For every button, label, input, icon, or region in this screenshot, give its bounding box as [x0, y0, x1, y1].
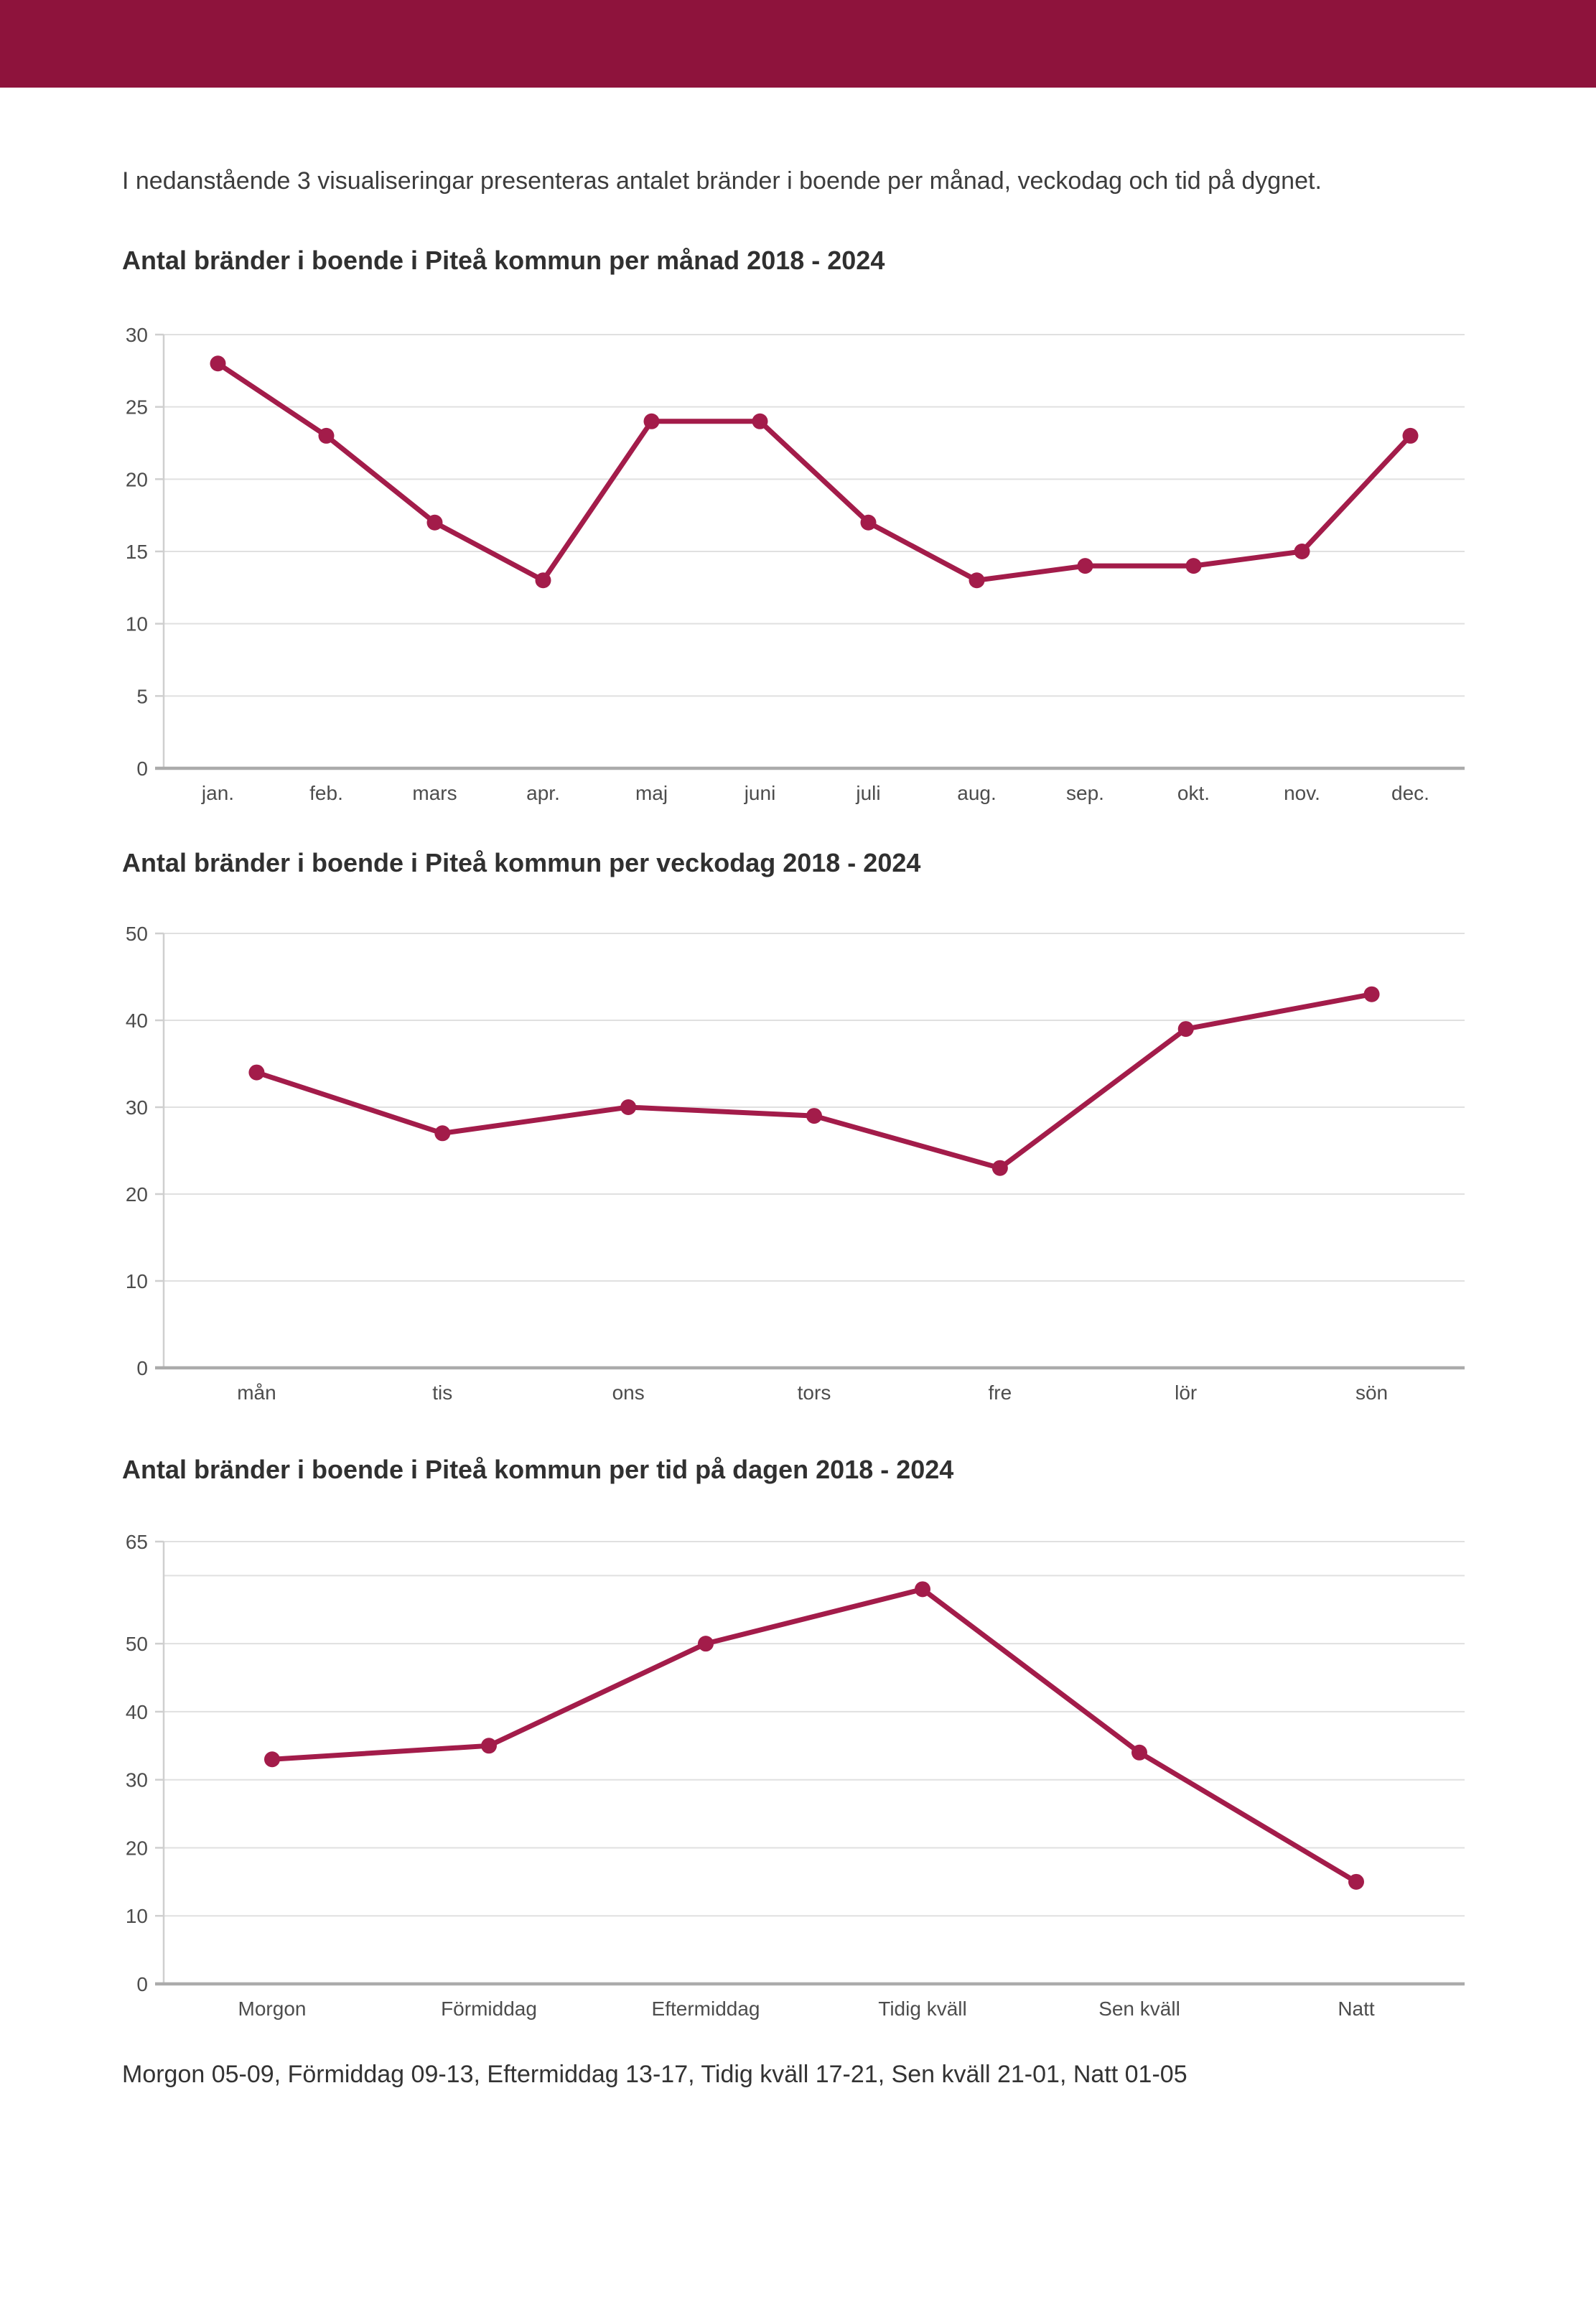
data-point: [643, 413, 660, 429]
x-category-label: sep.: [1066, 782, 1104, 804]
data-point: [434, 1125, 451, 1142]
line-chart-per-tid-pa-dagen: 0 10 20 30 40 50 65 Morgon Förmiddag Eftermiddag T…: [108, 1517, 1479, 2034]
y-tick-label: 0: [136, 758, 148, 780]
x-category-label: ons: [612, 1381, 645, 1404]
data-point: [915, 1581, 930, 1598]
y-tick-label: 10: [126, 1270, 148, 1292]
intro-text: I nedanstående 3 visualiseringar present…: [122, 167, 1322, 195]
data-point: [1402, 427, 1419, 444]
x-category-label: lör: [1175, 1381, 1197, 1404]
y-tick-label: 20: [126, 1837, 148, 1859]
x-category-label: tis: [432, 1381, 452, 1404]
data-point: [1177, 1021, 1194, 1038]
data-point: [1363, 986, 1380, 1002]
x-category-label: juni: [744, 782, 776, 804]
data-point: [620, 1099, 637, 1115]
chart-title-per-veckodag: Antal bränder i boende i Piteå kommun pe…: [122, 848, 921, 877]
data-point: [426, 514, 443, 531]
x-category-label: Eftermiddag: [652, 1998, 760, 2020]
chart-title-per-tid-pa-dagen: Antal bränder i boende i Piteå kommun pe…: [122, 1455, 954, 1484]
y-tick-label: 0: [136, 1357, 148, 1379]
data-point: [969, 572, 985, 589]
chart-canvas: 0 10 20 30 40 50 65 Morgon Förmiddag Eftermiddag T…: [126, 1531, 1465, 2020]
data-point: [318, 427, 335, 444]
chart-canvas: 0 10 20 30 40 50 mån tis ons tors fre lör sön: [126, 923, 1465, 1404]
y-tick-label: 40: [126, 1010, 148, 1032]
x-category-label: Tidig kväll: [878, 1998, 966, 2020]
y-tick-label: 65: [126, 1531, 148, 1553]
x-category-label: dec.: [1391, 782, 1429, 804]
x-category-label: okt.: [1177, 782, 1210, 804]
x-category-label: mån: [237, 1381, 276, 1404]
y-tick-label: 30: [126, 1769, 148, 1791]
x-category-label: feb.: [309, 782, 343, 804]
x-category-label: sön: [1355, 1381, 1388, 1404]
data-point: [1294, 544, 1310, 559]
x-category-label: jan.: [201, 782, 234, 804]
data-point: [860, 514, 877, 531]
data-point: [698, 1636, 714, 1652]
x-category-label: maj: [635, 782, 668, 804]
data-point: [991, 1160, 1008, 1176]
x-category-label: mars: [412, 782, 457, 804]
x-category-label: aug.: [957, 782, 997, 804]
y-tick-label: 20: [126, 468, 148, 490]
y-tick-label: 30: [126, 324, 148, 346]
data-point: [1077, 558, 1093, 574]
y-tick-label: 5: [136, 685, 148, 707]
chart-canvas: 0 5 10 15 20 25 30 jan. feb. mars apr. maj juni juli a…: [126, 324, 1465, 804]
y-tick-label: 50: [126, 1633, 148, 1655]
x-category-label: juli: [855, 782, 880, 804]
y-tick-label: 50: [126, 923, 148, 945]
x-category-label: fre: [989, 1381, 1012, 1404]
data-line: [269, 1586, 1359, 1885]
x-category-label: Natt: [1338, 1998, 1375, 2020]
x-category-label: Sen kväll: [1098, 1998, 1180, 2020]
data-point: [806, 1108, 822, 1124]
data-point: [1131, 1744, 1147, 1761]
y-tick-label: 15: [126, 541, 148, 563]
data-point: [1348, 1873, 1364, 1890]
y-tick-label: 10: [126, 1905, 148, 1927]
header-brand-bar: [0, 0, 1596, 88]
data-point: [248, 1064, 265, 1081]
data-line: [215, 360, 1413, 583]
x-category-label: Förmiddag: [441, 1998, 537, 2020]
x-category-label: Morgon: [238, 1998, 307, 2020]
y-tick-label: 30: [126, 1096, 148, 1119]
x-category-label: nov.: [1284, 782, 1320, 804]
line-chart-per-manad: 0 5 10 15 20 25 30 jan. feb. mars apr. maj juni juli a…: [108, 310, 1479, 820]
y-tick-label: 10: [126, 613, 148, 635]
data-point: [264, 1751, 280, 1768]
data-point: [481, 1738, 497, 1754]
y-tick-label: 25: [126, 396, 148, 419]
data-point: [1185, 558, 1202, 574]
x-category-label: apr.: [526, 782, 560, 804]
y-tick-label: 40: [126, 1701, 148, 1723]
x-category-label: tors: [798, 1381, 831, 1404]
line-chart-per-veckodag: 0 10 20 30 40 50 mån tis ons tors fre lör sön: [108, 910, 1479, 1420]
time-ranges-footnote: Morgon 05-09, Förmiddag 09-13, Eftermidd…: [122, 2061, 1187, 2088]
data-point: [752, 413, 768, 429]
chart-title-per-manad: Antal bränder i boende i Piteå kommun pe…: [122, 246, 885, 275]
y-tick-label: 20: [126, 1183, 148, 1206]
y-tick-label: 0: [136, 1973, 148, 1995]
data-point: [535, 572, 551, 589]
data-point: [210, 355, 226, 372]
